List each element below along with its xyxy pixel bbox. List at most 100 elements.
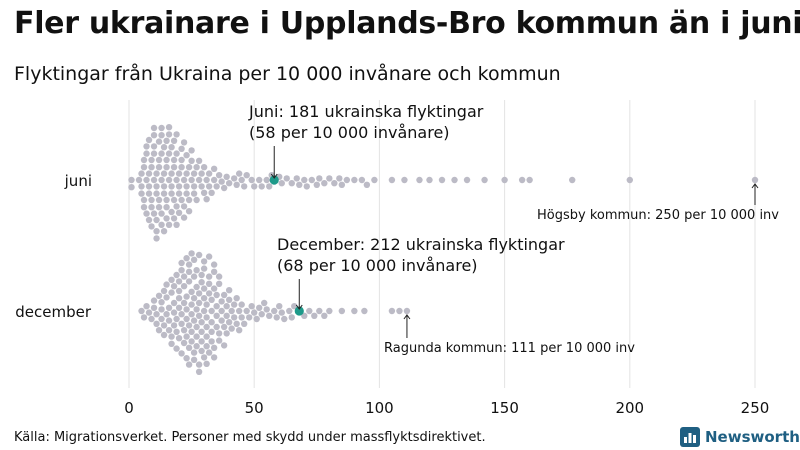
data-point: [190, 256, 198, 263]
data-point: [173, 271, 180, 279]
data-point: [198, 338, 205, 345]
data-point: [180, 203, 188, 210]
data-point: [256, 176, 263, 184]
data-point: [170, 309, 178, 316]
data-point: [416, 176, 423, 184]
data-point: [238, 314, 245, 321]
data-point: [388, 176, 396, 184]
data-point: [153, 190, 160, 197]
data-point: [128, 176, 135, 184]
data-point: [195, 290, 203, 297]
data-point: [225, 287, 233, 294]
x-tick-label: 50: [245, 399, 264, 417]
data-point: [138, 170, 145, 177]
data-point: [401, 176, 408, 184]
data-point: [215, 337, 223, 344]
data-point: [326, 175, 333, 182]
data-point: [188, 157, 195, 164]
data-point: [233, 295, 240, 302]
data-point: [200, 307, 208, 315]
data-point: [338, 181, 346, 188]
data-point: [190, 273, 198, 280]
data-point: [256, 304, 263, 311]
data-point: [203, 360, 210, 367]
max-annotation-label: Högsby kommun: 250 per 10 000 inv: [537, 208, 779, 223]
data-point: [143, 210, 150, 217]
data-point: [195, 299, 203, 307]
data-point: [225, 180, 233, 187]
data-point: [195, 251, 203, 259]
data-point: [210, 176, 218, 184]
data-point: [223, 303, 230, 310]
data-point: [158, 299, 165, 306]
data-point: [140, 196, 148, 204]
data-point: [258, 311, 265, 318]
data-point: [163, 156, 170, 164]
data-point: [326, 307, 333, 315]
data-point: [195, 312, 203, 319]
data-point: [168, 144, 175, 151]
data-point: [165, 176, 173, 184]
data-point: [301, 312, 308, 319]
data-point: [180, 214, 188, 221]
data-point: [218, 307, 225, 315]
data-point: [200, 295, 208, 302]
data-point: [160, 170, 168, 177]
data-point: [165, 124, 173, 131]
data-point: [153, 320, 160, 327]
highlight-label: (58 per 10 000 invånare): [249, 123, 450, 142]
data-point: [183, 152, 190, 159]
data-point: [235, 327, 243, 334]
data-point: [148, 223, 155, 230]
data-point: [296, 181, 303, 188]
data-point: [173, 203, 180, 210]
data-point: [158, 132, 165, 139]
data-point: [208, 338, 215, 345]
data-point: [185, 344, 193, 351]
data-point: [303, 183, 310, 190]
data-point: [178, 267, 185, 274]
data-point: [230, 301, 238, 308]
data-point: [190, 183, 198, 190]
data-point: [155, 327, 163, 334]
data-point: [168, 190, 175, 197]
data-point: [195, 176, 203, 184]
data-point: [193, 283, 200, 291]
data-point: [283, 175, 290, 182]
data-point: [223, 173, 230, 180]
data-point: [198, 279, 205, 286]
data-point: [501, 176, 508, 184]
data-point: [203, 323, 210, 331]
data-point: [248, 176, 255, 184]
data-point: [218, 298, 225, 305]
data-point: [210, 268, 218, 275]
data-point: [145, 170, 153, 177]
data-point: [193, 164, 200, 171]
data-point: [153, 183, 160, 190]
arrow-head: [403, 314, 411, 320]
data-point: [183, 170, 190, 177]
data-point: [158, 124, 165, 132]
data-point: [140, 164, 148, 171]
data-point: [235, 307, 243, 315]
data-point: [426, 176, 433, 184]
data-point: [185, 196, 193, 204]
data-point: [143, 176, 150, 184]
data-point: [208, 189, 215, 196]
category-label: juni: [64, 172, 92, 190]
data-point: [163, 196, 170, 204]
data-point: [153, 170, 160, 177]
data-point: [220, 184, 228, 192]
data-point: [243, 307, 250, 315]
data-point: [178, 164, 185, 171]
data-point: [155, 196, 163, 204]
data-point: [158, 176, 165, 184]
bar-chart-icon: [680, 427, 700, 447]
data-point: [215, 273, 223, 280]
data-point: [358, 176, 366, 184]
data-point: [188, 147, 195, 154]
arrow-head: [751, 183, 759, 189]
data-point: [158, 315, 165, 323]
data-point: [198, 170, 205, 177]
data-point: [150, 143, 158, 150]
